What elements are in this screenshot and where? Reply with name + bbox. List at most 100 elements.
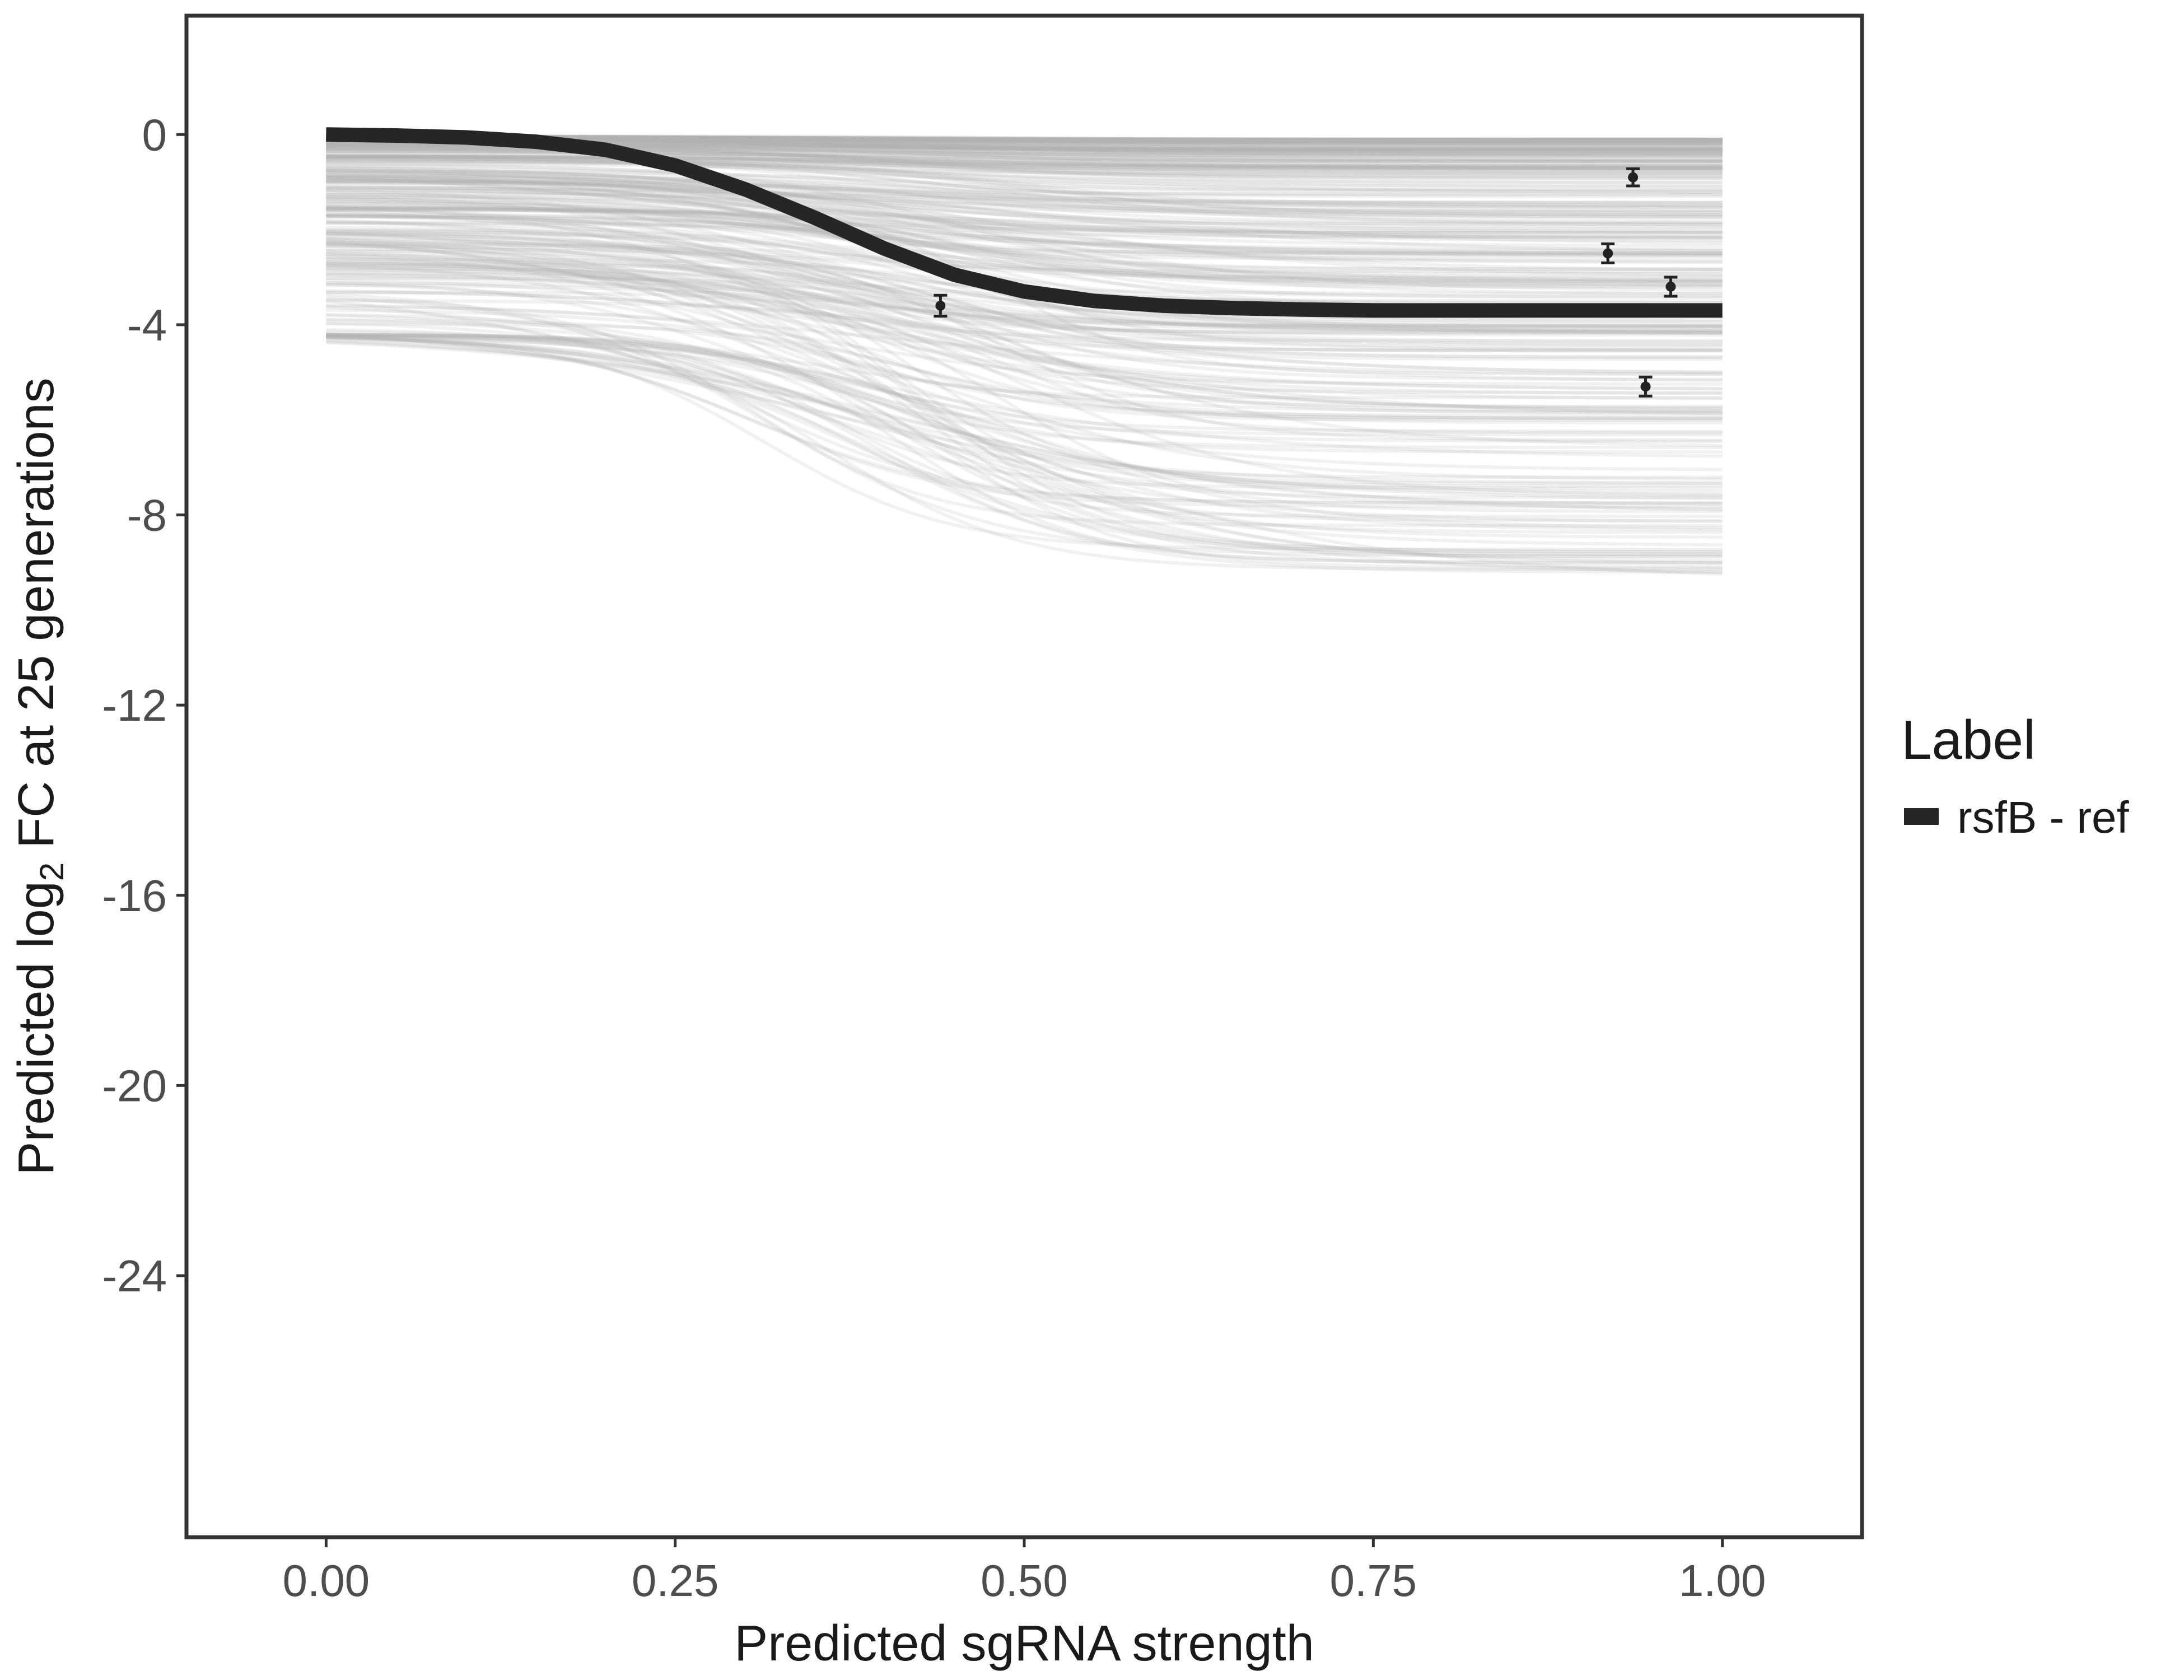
posterior-draw-line	[326, 134, 1723, 141]
posterior-draw-line	[326, 297, 1723, 528]
posterior-draw-line	[326, 313, 1723, 505]
point-marker	[1665, 281, 1676, 292]
posterior-draw-line	[326, 334, 1723, 532]
posterior-draw-line	[326, 273, 1723, 422]
posterior-draw-line	[326, 159, 1723, 175]
posterior-draw-line	[326, 134, 1723, 141]
posterior-draw-line	[326, 155, 1723, 170]
posterior-draw-line	[326, 154, 1723, 169]
posterior-draw-line	[326, 174, 1723, 209]
posterior-draw-line	[326, 150, 1723, 171]
posterior-draw-line	[326, 228, 1723, 381]
observed-points	[934, 167, 1678, 398]
posterior-draw-line	[326, 337, 1723, 497]
posterior-draw-line	[326, 236, 1723, 283]
posterior-draw-line	[326, 192, 1723, 283]
posterior-draw-line	[326, 163, 1723, 197]
y-tick-label: -16	[102, 871, 167, 921]
posterior-draw-line	[326, 176, 1723, 213]
posterior-draw-line	[326, 333, 1723, 562]
x-axis-title: Predicted sgRNA strength	[734, 1616, 1314, 1672]
posterior-draw-line	[326, 231, 1723, 447]
posterior-draw-line	[326, 334, 1723, 472]
point-marker	[935, 300, 946, 311]
y-axis-title-subscript: 2	[33, 862, 71, 881]
posterior-draw-line	[326, 165, 1723, 255]
posterior-draw-line	[326, 339, 1723, 574]
data-point	[1601, 242, 1615, 265]
posterior-draw-line	[326, 260, 1723, 414]
posterior-draw-line	[326, 240, 1723, 382]
posterior-draw-line	[326, 155, 1723, 180]
y-axis-title-rest: FC at 25 generations	[8, 377, 64, 862]
posterior-draw-line	[326, 214, 1723, 251]
posterior-draw-line	[326, 152, 1723, 163]
posterior-draw-line	[326, 201, 1723, 254]
posterior-draw-line	[326, 273, 1723, 343]
posterior-draw-line	[326, 179, 1723, 260]
posterior-draw-line	[326, 263, 1723, 554]
posterior-draw-line	[326, 221, 1723, 409]
posterior-draw-line	[326, 160, 1723, 208]
posterior-draw-line	[326, 229, 1723, 284]
legend-label-rsfB-ref: rsfB - ref	[1957, 792, 2129, 842]
posterior-draw-line	[326, 166, 1723, 204]
posterior-draw-line	[326, 332, 1723, 501]
posterior-draw-line	[326, 231, 1723, 334]
posterior-draw-line	[326, 255, 1723, 399]
posterior-draw-line	[326, 195, 1723, 279]
posterior-draw-line	[326, 340, 1723, 512]
posterior-draw-line	[326, 179, 1723, 212]
posterior-draw-line	[326, 160, 1723, 192]
posterior-draw-line	[326, 220, 1723, 287]
posterior-draw-line	[326, 134, 1723, 143]
posterior-draw-line	[326, 228, 1723, 330]
posterior-draw-line	[326, 188, 1723, 334]
point-marker	[1640, 381, 1651, 392]
posterior-draw-line	[326, 154, 1723, 168]
point-marker	[1603, 248, 1613, 259]
posterior-draw-line	[326, 244, 1723, 411]
posterior-draw-line	[326, 232, 1723, 352]
posterior-draws	[325, 134, 1723, 576]
posterior-draw-line	[326, 175, 1723, 218]
posterior-draw-line	[326, 172, 1723, 264]
posterior-draw-line	[326, 249, 1723, 486]
posterior-draw-line	[326, 232, 1723, 279]
posterior-draw-line	[326, 256, 1723, 416]
posterior-draw-line	[326, 169, 1723, 264]
posterior-draw-line	[326, 134, 1723, 141]
posterior-draw-line	[326, 185, 1723, 288]
posterior-draw-line	[326, 298, 1723, 359]
posterior-draw-line	[326, 155, 1723, 217]
posterior-draw-line	[326, 197, 1723, 239]
posterior-draw-line	[326, 260, 1723, 344]
posterior-draw-line	[326, 155, 1723, 194]
posterior-draw-line	[326, 185, 1723, 219]
posterior-draw-line	[326, 277, 1723, 352]
posterior-draw-line	[326, 318, 1723, 417]
y-axis: 0 -4 -8 -12 -16 -20 -24	[102, 110, 186, 1301]
posterior-draw-line	[326, 171, 1723, 224]
legend-key-rsfB-ref	[1904, 808, 1939, 825]
posterior-draw-line	[326, 318, 1723, 414]
posterior-draw-line	[326, 261, 1723, 409]
posterior-draw-line	[326, 154, 1723, 184]
posterior-draw-line	[326, 239, 1723, 400]
posterior-draw-line	[326, 205, 1723, 322]
posterior-draw-line	[326, 334, 1723, 530]
posterior-draw-line	[326, 148, 1723, 177]
posterior-draw-line	[326, 186, 1723, 214]
posterior-draw-line	[326, 239, 1723, 500]
data-point	[934, 293, 948, 318]
posterior-draw-line	[326, 175, 1723, 257]
posterior-draw-line	[326, 290, 1723, 395]
data-point	[1664, 276, 1678, 298]
posterior-draw-line	[326, 134, 1723, 141]
posterior-draw-line	[326, 282, 1723, 493]
posterior-draw-line	[326, 207, 1723, 248]
x-tick-label: 0.25	[632, 1556, 719, 1606]
posterior-draw-line	[326, 214, 1723, 273]
posterior-draw-line	[326, 191, 1723, 253]
